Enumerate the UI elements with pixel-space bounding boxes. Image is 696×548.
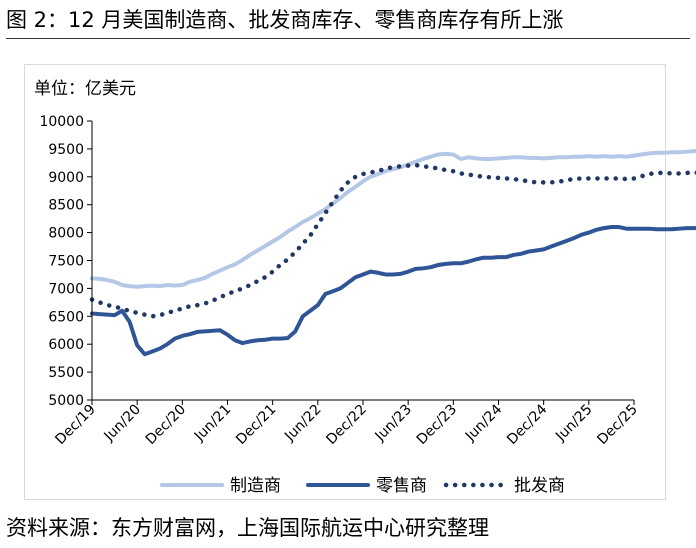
series-line-wholesaler [89,162,696,319]
y-tick-label: 7000 [48,281,84,297]
legend-label-wholesaler: 批发商 [514,476,565,496]
y-tick-label: 5500 [48,365,84,381]
x-tick-label: Dec/24 [504,401,550,447]
x-tick-label: Jun/25 [552,402,595,445]
x-tick-label: Dec/21 [233,402,279,448]
legend: 制造商 零售商 批发商 [160,476,565,496]
y-tick-label: 9000 [48,170,84,186]
y-tick-label: 10000 [39,114,84,130]
plot-series-layer [89,148,696,357]
series-line-retailer [90,225,696,357]
x-tick-label: Jun/21 [191,402,234,445]
unit-label: 单位：亿美元 [34,79,136,99]
y-tick-label: 6000 [48,337,84,353]
x-tick-label: Jun/22 [281,402,324,445]
y-tick-label: 5000 [48,393,84,409]
axes-layer: 5000 5500 6000 6500 7000 7500 8000 8500 9000 9500… [39,114,640,448]
x-tick-label: Jun/24 [462,401,505,444]
series-line-manufacturer [90,148,696,289]
y-tick-label: 6500 [48,309,84,325]
x-tick-label: Dec/25 [594,402,640,448]
title-divider [6,38,690,39]
figure-title: 图 2：12 月美国制造商、批发商库存、零售商库存有所上涨 [6,8,564,32]
y-tick-label: 9500 [48,142,84,158]
legend-label-retailer: 零售商 [376,476,427,496]
source-note: 资料来源：东方财富网，上海国际航运中心研究整理 [6,516,489,540]
x-tick-label: Dec/22 [323,402,369,448]
y-tick-label: 7500 [48,254,84,270]
y-tick-label: 8500 [48,198,84,214]
y-tick-label: 8000 [48,226,84,242]
chart-frame [24,64,666,500]
x-tick-label: Jun/20 [101,402,144,445]
x-tick-label: Jun/23 [372,402,415,445]
legend-label-manufacturer: 制造商 [230,476,281,496]
x-tick-label: Dec/23 [414,402,460,448]
x-tick-label: Dec/20 [143,402,189,448]
